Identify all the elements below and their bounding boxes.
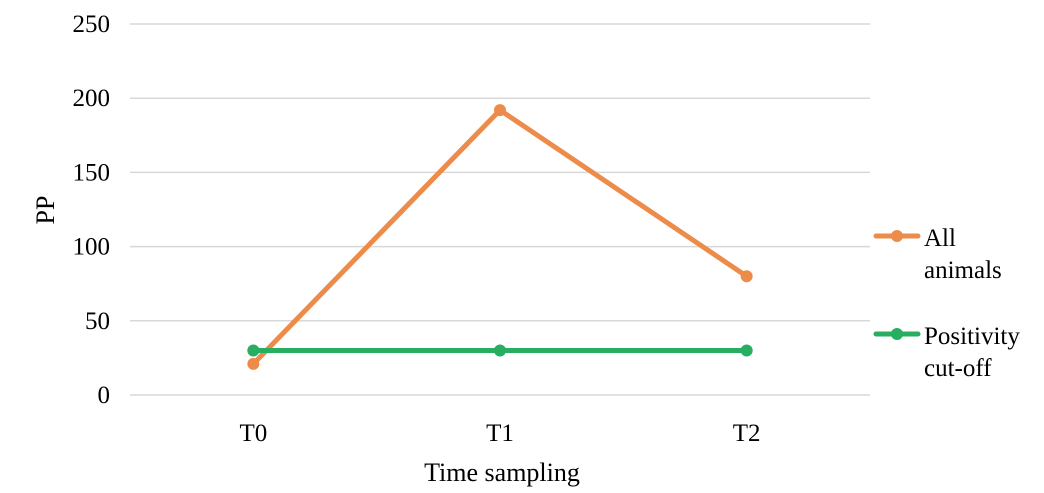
y-tick-label: 150	[73, 159, 111, 186]
legend-swatch-marker-1	[891, 230, 903, 242]
data-point-2-T0	[247, 344, 260, 357]
series-line-1	[250, 107, 750, 367]
y-tick-label: 200	[73, 85, 111, 112]
data-point-2-T2	[740, 344, 753, 357]
data-point-1-T1	[494, 104, 506, 117]
legend-label-1: All animals	[924, 225, 1002, 284]
data-point-1-T0	[247, 357, 260, 370]
y-tick-label: 50	[85, 308, 110, 335]
data-point-2-T1	[494, 344, 506, 357]
x-tick-label-T1: T1	[486, 420, 514, 447]
x-axis-ticks: T0 T1 T2	[239, 420, 760, 447]
legend-swatch-marker-2	[891, 328, 903, 340]
x-tick-label-T2: T2	[733, 420, 761, 447]
legend: All animals Positivity cut-off	[873, 225, 1020, 382]
y-tick-label: 0	[98, 382, 111, 409]
x-tick-label-T0: T0	[239, 420, 267, 447]
series-group	[247, 104, 753, 370]
x-axis-title: Time sampling	[424, 458, 580, 487]
gridlines	[130, 23, 870, 396]
legend-label-2: Positivity cut-off	[924, 323, 1020, 382]
y-axis-title: PP	[31, 196, 60, 225]
y-axis-ticks: 0 50 100 150 200 250	[73, 11, 111, 409]
y-tick-label: 100	[73, 234, 111, 261]
y-tick-label: 250	[73, 11, 111, 38]
data-point-1-T2	[740, 270, 753, 283]
